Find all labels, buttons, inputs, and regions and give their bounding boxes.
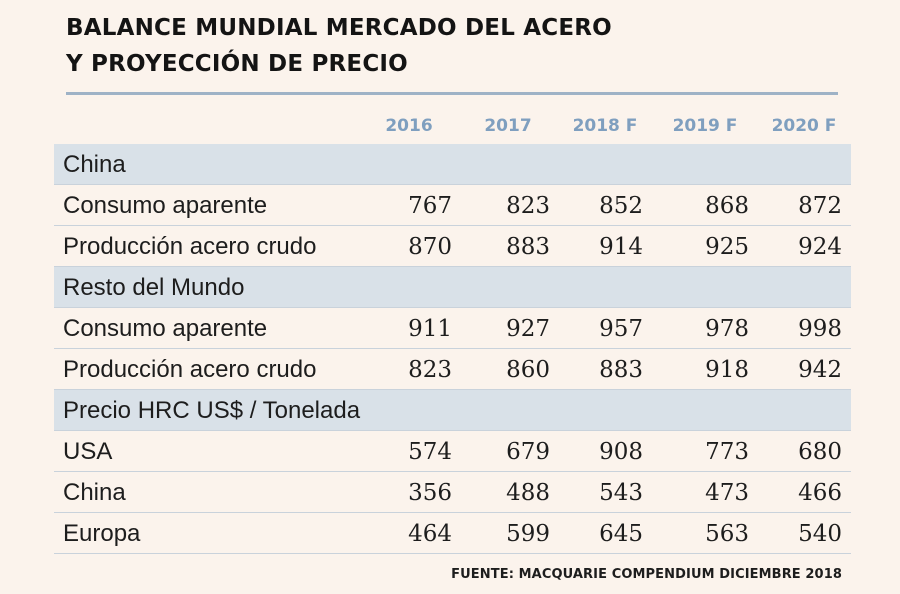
section-label: China: [63, 151, 126, 178]
data-table: 2016 2017 2018 F 2019 F 2020 F China Consumo …: [54, 112, 851, 554]
section-label: Precio HRC US$ / Tonelada: [63, 397, 361, 424]
table-cell-value: 563: [705, 521, 749, 547]
title-divider: [66, 92, 838, 95]
table-cell-value: 823: [408, 357, 452, 383]
row-label: Producción acero crudo: [63, 356, 317, 383]
table-cell-value: 680: [798, 439, 842, 465]
table-cell-value: 883: [506, 234, 550, 260]
table-cell-value: 773: [705, 439, 749, 465]
source-note: FUENTE: MACQUARIE COMPENDIUM DICIEMBRE 2…: [451, 567, 842, 582]
table-row: USA 574 679 908 773 680: [54, 431, 851, 472]
section-header-row: China: [54, 144, 851, 185]
table-cell-value: 883: [599, 357, 643, 383]
table-cell-value: 540: [798, 521, 842, 547]
table-cell-value: 852: [599, 193, 643, 219]
row-label: Producción acero crudo: [63, 233, 317, 260]
table-cell-value: 543: [599, 480, 643, 506]
table-cell-value: 464: [408, 521, 452, 547]
table-cell-value: 823: [506, 193, 550, 219]
section-header-row: Precio HRC US$ / Tonelada: [54, 390, 851, 431]
table-cell-value: 599: [506, 521, 550, 547]
table-cell-value: 870: [408, 234, 452, 260]
table-cell-value: 924: [798, 234, 842, 260]
table-row: Consumo aparente 911 927 957 978 998: [54, 308, 851, 349]
table-cell-value: 466: [798, 480, 842, 506]
table-cell-value: 868: [705, 193, 749, 219]
table-cell-value: 645: [599, 521, 643, 547]
table-cell-value: 473: [705, 480, 749, 506]
row-label: Europa: [63, 520, 141, 547]
table-row: Producción acero crudo 870 883 914 925 924: [54, 226, 851, 267]
column-header: 2019 F: [672, 116, 738, 136]
chart-title-line-1: BALANCE MUNDIAL MERCADO DEL ACERO: [66, 15, 612, 41]
table-row: China 356 488 543 473 466: [54, 472, 851, 513]
table-row: Producción acero crudo 823 860 883 918 942: [54, 349, 851, 390]
row-label: China: [63, 479, 126, 506]
table-cell-value: 918: [705, 357, 749, 383]
column-header: 2017: [484, 116, 532, 136]
section-header-row: Resto del Mundo: [54, 267, 851, 308]
table-cell-value: 872: [798, 193, 842, 219]
table-cell-value: 978: [705, 316, 749, 342]
chart-title: BALANCE MUNDIAL MERCADO DEL ACERO Y PROY…: [66, 10, 612, 82]
row-label: USA: [63, 438, 113, 465]
table-cell-value: 860: [506, 357, 550, 383]
table-cell-value: 574: [408, 439, 452, 465]
table-cell-value: 942: [798, 357, 842, 383]
row-label: Consumo aparente: [63, 192, 268, 219]
table-cell-value: 957: [599, 316, 643, 342]
column-header: 2016: [385, 116, 433, 136]
table-cell-value: 914: [599, 234, 643, 260]
table-cell-value: 488: [506, 480, 550, 506]
table-cell-value: 767: [408, 193, 452, 219]
table-row: Europa 464 599 645 563 540: [54, 513, 851, 554]
table-cell-value: 925: [705, 234, 749, 260]
row-label: Consumo aparente: [63, 315, 268, 342]
table-cell-value: 356: [408, 480, 452, 506]
table-cell-value: 679: [506, 439, 550, 465]
table-body: China Consumo aparente 767 823 852 868 872 Prod…: [54, 144, 851, 554]
table-header-row: 2016 2017 2018 F 2019 F 2020 F: [54, 112, 851, 144]
column-header: 2020 F: [771, 116, 837, 136]
column-header: 2018 F: [572, 116, 638, 136]
table-cell-value: 998: [798, 316, 842, 342]
table-cell-value: 927: [506, 316, 550, 342]
chart-title-line-2: Y PROYECCIÓN DE PRECIO: [66, 51, 408, 77]
section-label: Resto del Mundo: [63, 274, 245, 301]
table-row: Consumo aparente 767 823 852 868 872: [54, 185, 851, 226]
table-cell-value: 908: [599, 439, 643, 465]
table-cell-value: 911: [408, 316, 452, 342]
